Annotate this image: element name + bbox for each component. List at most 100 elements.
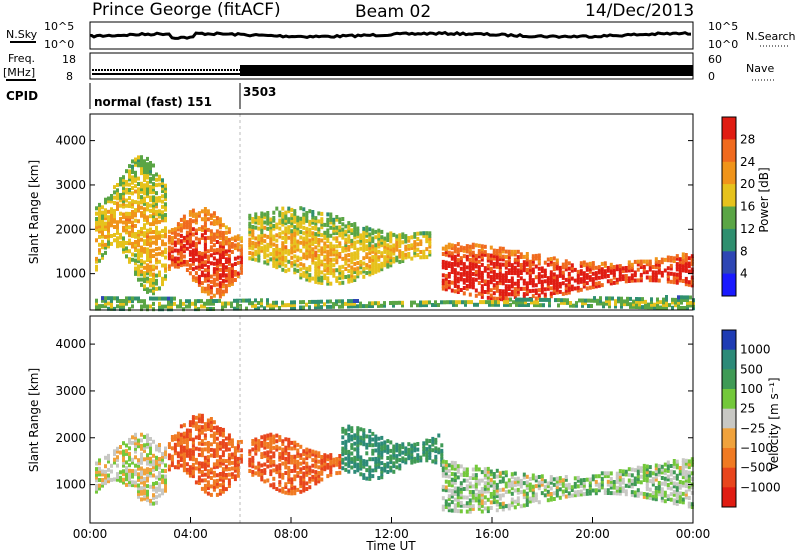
echo-cell <box>320 238 324 243</box>
echo-cell <box>642 463 646 468</box>
echo-cell <box>128 182 131 187</box>
echo-cell <box>453 497 457 502</box>
echo-cell <box>140 466 143 471</box>
echo-cell <box>125 301 128 306</box>
echo-cell <box>374 434 378 439</box>
echo-cell <box>230 271 234 276</box>
echo-cell <box>389 234 393 239</box>
echo-cell <box>543 493 547 498</box>
echo-cell <box>110 199 113 204</box>
echo-cell <box>513 289 517 294</box>
echo-cell <box>633 278 637 283</box>
echo-cell <box>335 225 339 230</box>
echo-cell <box>690 254 694 259</box>
echo-cell <box>140 205 143 210</box>
echo-cell <box>531 490 535 495</box>
echo-cell <box>335 457 339 462</box>
echo-cell <box>350 443 354 448</box>
echo-cell <box>558 271 562 276</box>
echo-cell <box>356 274 360 279</box>
echo-cell <box>495 494 499 499</box>
echo-cell <box>230 466 234 471</box>
echo-cell <box>200 416 204 421</box>
echo-cell <box>188 236 192 241</box>
echo-cell <box>489 280 493 285</box>
echo-cell <box>128 454 131 459</box>
echo-cell <box>260 224 264 229</box>
echo-cell <box>218 491 222 496</box>
echo-cell <box>386 264 390 269</box>
echo-cell <box>191 457 195 462</box>
echo-cell <box>308 468 312 473</box>
xtick-label: 08:00 <box>274 527 309 541</box>
echo-cell <box>341 256 345 261</box>
echo-cell <box>422 300 425 305</box>
echo-cell <box>495 283 499 288</box>
echo-cell <box>131 460 134 465</box>
echo-cell <box>567 271 571 276</box>
echo-cell <box>182 219 186 224</box>
echo-cell <box>296 454 300 459</box>
echo-cell <box>633 490 637 495</box>
echo-cell <box>185 451 189 455</box>
echo-cell <box>471 272 475 276</box>
echo-cell <box>227 453 231 458</box>
echo-cell <box>653 305 656 310</box>
echo-cell <box>266 261 270 266</box>
echo-cell <box>513 488 517 493</box>
echo-cell <box>392 461 396 466</box>
echo-cell <box>146 492 149 497</box>
echo-cell <box>200 419 204 424</box>
echo-cell <box>308 238 312 243</box>
echo-cell <box>221 278 225 283</box>
echo-cell <box>591 285 595 290</box>
echo-cell <box>284 465 288 470</box>
echo-cell <box>660 487 664 492</box>
echo-cell <box>128 468 131 473</box>
echo-cell <box>206 449 210 454</box>
echo-cell <box>447 280 451 284</box>
echo-cell <box>680 300 683 305</box>
echo-cell <box>335 254 339 259</box>
echo-cell <box>179 239 183 244</box>
echo-cell <box>395 234 399 239</box>
echo-cell <box>624 266 628 270</box>
echo-cell <box>501 479 505 484</box>
echo-cell <box>140 157 143 162</box>
echo-cell <box>266 221 270 226</box>
echo-cell <box>215 299 218 303</box>
echo-cell <box>128 446 131 451</box>
echo-cell <box>534 264 538 269</box>
echo-cell <box>284 229 288 234</box>
echo-cell <box>657 492 661 497</box>
echo-cell <box>317 253 321 258</box>
echo-cell <box>269 455 273 460</box>
echo-cell <box>224 238 228 243</box>
colorbar-tick-label: 8 <box>740 244 748 258</box>
echo-cell <box>690 267 694 272</box>
echo-cell <box>278 231 282 236</box>
echo-cell <box>474 481 478 486</box>
echo-cell <box>170 259 174 264</box>
echo-cell <box>302 236 306 241</box>
echo-cell <box>134 162 137 167</box>
echo-cell <box>317 243 321 248</box>
echo-cell <box>450 256 454 261</box>
echo-cell <box>296 487 300 492</box>
echo-cell <box>179 449 183 454</box>
echo-cell <box>209 295 213 300</box>
echo-cell <box>137 486 140 491</box>
echo-cell <box>447 274 451 279</box>
echo-cell <box>182 262 186 267</box>
echo-cell <box>468 481 472 486</box>
echo-cell <box>110 304 113 309</box>
echo-cell <box>119 211 122 216</box>
echo-cell <box>119 445 122 449</box>
echo-cell <box>419 231 423 236</box>
echo-cell <box>515 300 518 305</box>
echo-cell <box>281 219 285 224</box>
echo-cell <box>525 500 529 505</box>
echo-cell <box>218 230 222 235</box>
echo-cell <box>654 497 658 502</box>
echo-cell <box>233 306 236 311</box>
